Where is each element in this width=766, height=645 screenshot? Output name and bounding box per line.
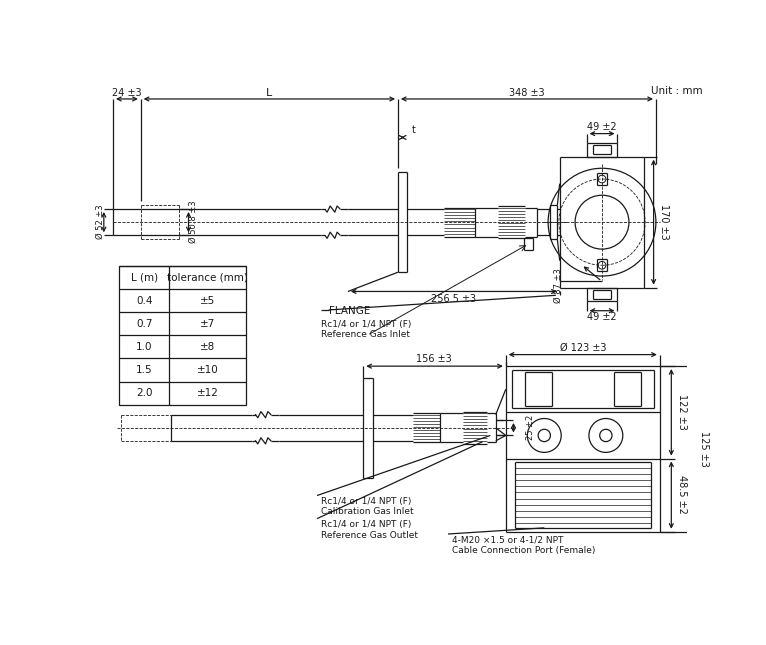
Text: ±5: ±5 xyxy=(200,295,215,306)
Text: L (m): L (m) xyxy=(131,273,158,283)
Text: L: L xyxy=(267,88,273,98)
Text: 0.7: 0.7 xyxy=(136,319,152,329)
Text: 2.0: 2.0 xyxy=(136,388,152,398)
Text: 48.5 ±2: 48.5 ±2 xyxy=(677,475,687,514)
Text: 4-M20 ×1.5 or 4-1/2 NPT
Cable Connection Port (Female): 4-M20 ×1.5 or 4-1/2 NPT Cable Connection… xyxy=(452,535,595,555)
Text: Ø 52 ±3: Ø 52 ±3 xyxy=(96,205,104,239)
Text: ±12: ±12 xyxy=(197,388,219,398)
Text: 49 ±2: 49 ±2 xyxy=(588,312,617,322)
Text: Ø 123 ±3: Ø 123 ±3 xyxy=(559,342,606,353)
Text: tolerance (mm): tolerance (mm) xyxy=(167,273,248,283)
Text: FLANGE: FLANGE xyxy=(329,306,370,315)
Text: 24 ±3: 24 ±3 xyxy=(112,88,142,98)
Text: 156 ±3: 156 ±3 xyxy=(416,354,452,364)
Text: ±8: ±8 xyxy=(200,342,215,352)
Bar xyxy=(119,266,247,404)
Text: Ø 87 ±3: Ø 87 ±3 xyxy=(554,268,562,303)
Text: 0.4: 0.4 xyxy=(136,295,152,306)
Text: Rc1/4 or 1/4 NPT (F)
Reference Gas Outlet: Rc1/4 or 1/4 NPT (F) Reference Gas Outle… xyxy=(321,520,418,540)
Text: ±7: ±7 xyxy=(200,319,215,329)
Text: Ø 50.8 ±3: Ø 50.8 ±3 xyxy=(188,201,198,243)
Text: Rc1/4 or 1/4 NPT (F)
Reference Gas Inlet: Rc1/4 or 1/4 NPT (F) Reference Gas Inlet xyxy=(321,320,411,339)
Text: 25 ±2: 25 ±2 xyxy=(526,415,535,441)
Text: Unit : mm: Unit : mm xyxy=(650,86,702,96)
Text: t: t xyxy=(412,124,416,135)
Text: 1.5: 1.5 xyxy=(136,365,152,375)
Text: Rc1/4 or 1/4 NPT (F)
Calibration Gas Inlet: Rc1/4 or 1/4 NPT (F) Calibration Gas Inl… xyxy=(321,497,414,517)
Text: ±10: ±10 xyxy=(197,365,218,375)
Text: 49 ±2: 49 ±2 xyxy=(588,123,617,132)
Text: 170 ±3: 170 ±3 xyxy=(660,204,669,240)
Text: 256.5 ±3: 256.5 ±3 xyxy=(430,294,476,304)
Text: 125 ±3: 125 ±3 xyxy=(699,431,709,466)
Text: 348 ±3: 348 ±3 xyxy=(509,88,545,98)
Text: 122 ±3: 122 ±3 xyxy=(677,394,687,430)
Text: 1.0: 1.0 xyxy=(136,342,152,352)
